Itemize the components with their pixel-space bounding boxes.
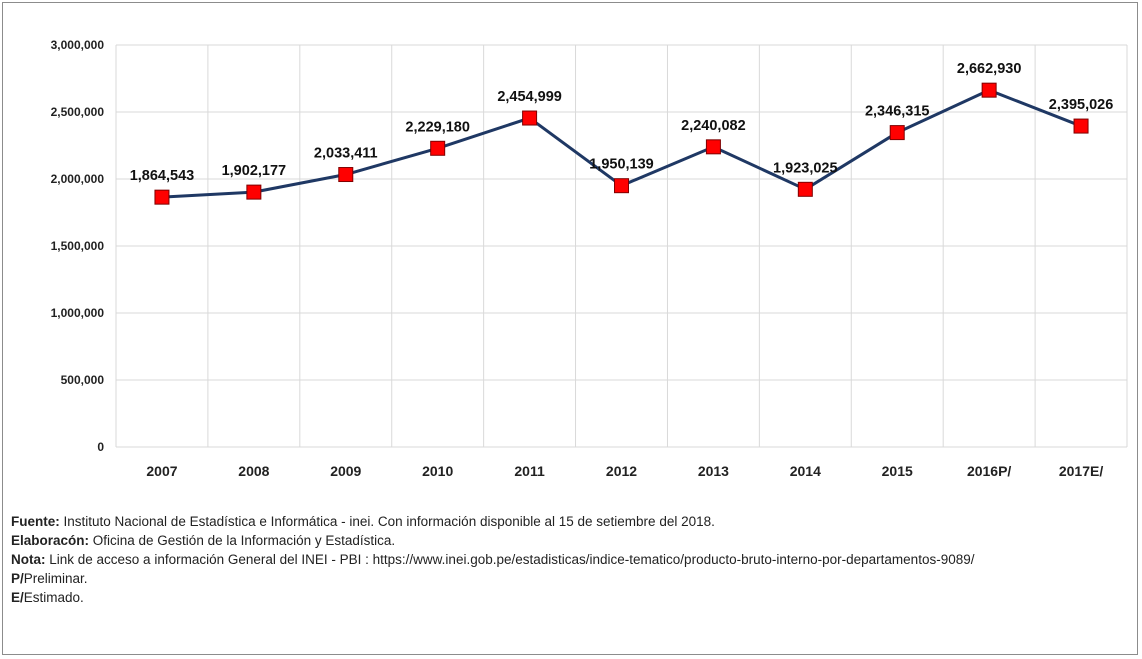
data-label: 2,033,411	[314, 146, 378, 162]
data-labels: 1,864,543 1,902,177 2,033,411 2,229,180 2,45…	[130, 61, 1114, 184]
x-tick-label: 2015	[882, 463, 913, 479]
chart-notes: Fuente: Instituto Nacional de Estadístic…	[11, 512, 1131, 607]
data-point-marker	[981, 82, 997, 98]
y-tick-label: 3,000,000	[51, 38, 105, 52]
x-tick-label: 2011	[514, 463, 545, 479]
note-fuente-label: Fuente:	[11, 514, 60, 529]
line-chart: 0 500,000 1,000,000 1,500,000 2,000,000 2,500…	[51, 38, 1128, 479]
y-tick-label: 2,500,000	[51, 105, 105, 119]
series	[154, 82, 1089, 205]
data-label: 1,923,025	[773, 160, 838, 176]
gridlines	[115, 44, 1128, 448]
x-tick-label: 2007	[146, 463, 177, 479]
y-axis: 0 500,000 1,000,000 1,500,000 2,000,000 2,500…	[51, 38, 105, 454]
note-nota-text: Link de acceso a información General del…	[45, 552, 975, 567]
data-point-marker	[522, 110, 538, 126]
note-nota: Nota: Link de acceso a información Gener…	[11, 550, 1131, 569]
x-tick-label: 2008	[238, 463, 269, 479]
note-elaboracion-label: Elaboracón:	[11, 533, 90, 548]
y-tick-label: 0	[97, 440, 104, 454]
note-e-label: E/	[11, 590, 24, 605]
note-nota-label: Nota:	[11, 552, 46, 567]
data-label: 1,902,177	[222, 163, 287, 179]
x-tick-label: 2014	[790, 463, 821, 479]
note-estimado: E/Estimado.	[11, 588, 1131, 607]
note-elaboracion: Elaboracón: Oficina de Gestión de la Inf…	[11, 531, 1131, 550]
note-elaboracion-text: Oficina de Gestión de la Información y E…	[89, 533, 396, 548]
note-e-text: Estimado.	[23, 590, 84, 605]
data-point-marker	[797, 181, 813, 197]
data-point-marker	[246, 184, 262, 200]
x-tick-label: 2012	[606, 463, 637, 479]
data-label: 2,454,999	[497, 89, 562, 105]
note-p-text: Preliminar.	[23, 571, 88, 586]
data-point-marker	[338, 167, 354, 183]
data-point-marker	[1073, 118, 1089, 134]
data-point-marker	[614, 178, 629, 194]
x-tick-label: 2016P/	[967, 463, 1011, 479]
data-label: 1,950,139	[589, 157, 654, 173]
y-tick-label: 1,000,000	[51, 306, 105, 320]
y-tick-label: 500,000	[61, 373, 105, 387]
x-tick-label: 2013	[698, 463, 729, 479]
data-label: 2,229,180	[405, 119, 470, 135]
data-point-marker	[430, 140, 446, 156]
data-point-marker	[889, 125, 905, 141]
data-label: 2,662,930	[957, 61, 1022, 77]
y-tick-label: 1,500,000	[51, 239, 105, 253]
note-preliminar: P/Preliminar.	[11, 569, 1131, 588]
data-label: 2,240,082	[681, 118, 746, 134]
data-label: 1,864,543	[130, 168, 195, 184]
x-tick-label: 2010	[422, 463, 453, 479]
y-tick-label: 2,000,000	[51, 172, 105, 186]
note-fuente: Fuente: Instituto Nacional de Estadístic…	[11, 512, 1131, 531]
x-axis: 2007 2008 2009 2010 2011 2012 2013 2014 2015 2016…	[146, 463, 1103, 479]
data-label: 2,346,315	[865, 104, 930, 120]
data-point-marker	[705, 139, 721, 155]
x-tick-label: 2017E/	[1059, 463, 1103, 479]
note-p-label: P/	[11, 571, 24, 586]
data-point-marker	[154, 189, 170, 205]
data-label: 2,395,026	[1049, 97, 1114, 113]
note-fuente-text: Instituto Nacional de Estadística e Info…	[59, 514, 715, 529]
x-tick-label: 2009	[330, 463, 361, 479]
